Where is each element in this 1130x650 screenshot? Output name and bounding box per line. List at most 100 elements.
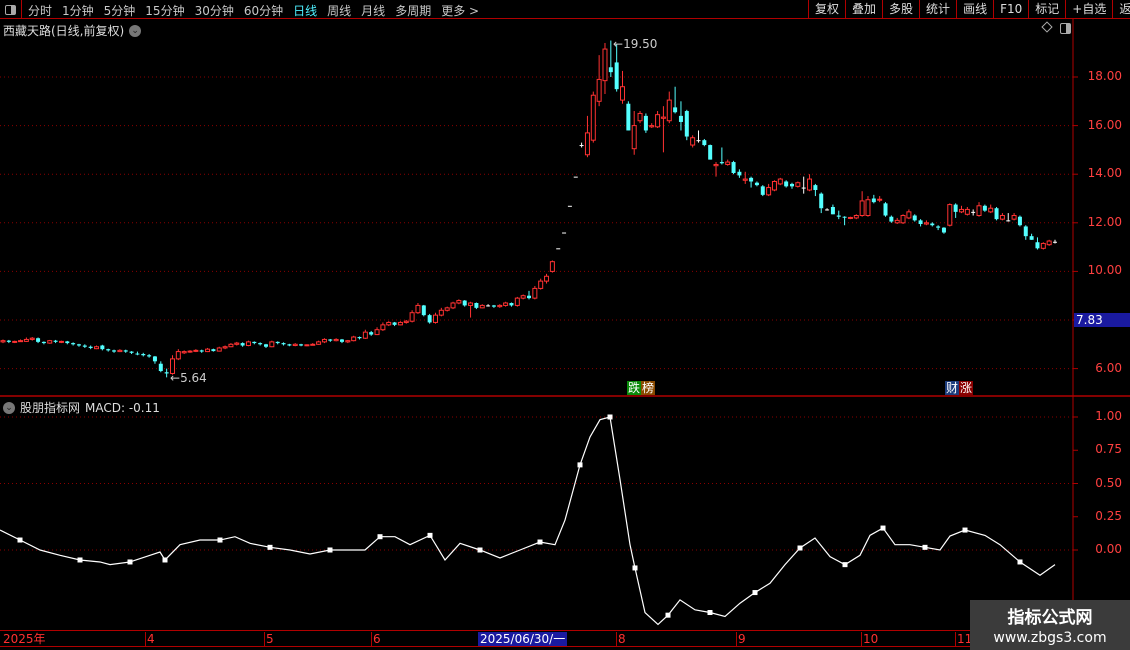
candle-body-up: [847, 216, 853, 219]
period-tab[interactable]: 多周期: [395, 4, 432, 18]
candle-body-down: [760, 186, 765, 195]
chevron-down-icon[interactable]: ⌄: [129, 24, 142, 37]
candle-body-down: [141, 354, 146, 356]
candle-body-down: [719, 162, 724, 164]
candle-body-up: [520, 295, 526, 299]
time-label: 9: [736, 632, 746, 647]
candle-body-down: [199, 350, 204, 352]
candle-body-down: [994, 208, 999, 220]
toolbar-button[interactable]: 统计: [919, 0, 956, 19]
candle-body-up: [503, 302, 509, 306]
macd-marker: [962, 527, 968, 533]
candle-body-up: [304, 344, 310, 347]
candle-body-down: [790, 183, 794, 187]
candle-body-down: [164, 372, 169, 374]
candle-body-up: [380, 324, 386, 331]
signal-badge[interactable]: 财涨: [945, 381, 974, 395]
period-tab[interactable]: 月线: [361, 4, 386, 18]
time-axis: 2025年 4 5 6 8 9 10 11 2025/06/30/一: [0, 630, 1130, 647]
signal-char: 跌: [627, 381, 642, 395]
candle-body-up: [397, 321, 403, 326]
candle-body-down: [369, 332, 374, 335]
candle-body-up: [409, 312, 415, 322]
candle-body-up: [1040, 242, 1046, 249]
macd-marker: [577, 462, 583, 468]
candle-body-down: [883, 203, 888, 216]
low-price-marker: ←5.64: [170, 371, 207, 385]
price-tick-label: 6.00: [1095, 360, 1122, 375]
candle-body-down: [421, 305, 426, 316]
candle-body-down: [643, 115, 648, 131]
toolbar-button[interactable]: 多股: [882, 0, 919, 19]
candle-body-down: [836, 215, 841, 217]
candle-body-down: [211, 349, 216, 352]
toolbar-button[interactable]: 叠加: [845, 0, 882, 19]
macd-tick-label: 1.00: [1095, 409, 1122, 423]
candle-body-down: [673, 107, 678, 113]
candle-body-up: [228, 343, 234, 348]
macd-marker: [127, 559, 133, 565]
candle-body-down: [135, 353, 140, 355]
candle-body-down: [36, 338, 41, 342]
macd-marker: [217, 537, 223, 543]
macd-marker: [377, 534, 383, 540]
candle-body-down: [427, 315, 432, 323]
toolbar-button[interactable]: +自选: [1065, 0, 1112, 19]
candle-body-flat: [971, 211, 976, 213]
signal-char: 财: [945, 381, 960, 395]
candle-body-up: [964, 208, 970, 215]
candle-body-down: [287, 344, 292, 346]
period-tab[interactable]: 60分钟: [243, 4, 284, 18]
macd-marker: [162, 557, 168, 563]
candle-body-up: [877, 198, 883, 201]
chart-title: 西藏天路(日线,前复权) ⌄: [3, 22, 142, 39]
chevron-down-icon[interactable]: ⌄: [3, 401, 15, 414]
stock-title: 西藏天路(日线,前复权): [3, 24, 125, 38]
indicator-name[interactable]: 股朋指标网: [20, 401, 81, 415]
toolbar-button[interactable]: F10: [993, 0, 1028, 19]
candle-body-up: [1046, 240, 1052, 246]
indicator-value: MACD: -0.11: [85, 400, 160, 415]
toolbar-button[interactable]: 标记: [1028, 0, 1065, 19]
period-tab[interactable]: 15分钟: [145, 4, 185, 18]
candle-body-up: [292, 343, 298, 347]
period-tab[interactable]: 日线: [293, 4, 318, 18]
period-tab[interactable]: 周线: [327, 4, 352, 18]
candle-body-down: [264, 344, 268, 347]
panel-toggle-icon[interactable]: [1060, 23, 1071, 34]
period-tab[interactable]: 5分钟: [103, 4, 136, 18]
candle-body-up: [497, 304, 503, 308]
candle-body-down: [731, 162, 736, 173]
candle-body-down: [702, 140, 707, 146]
candle-body-up: [386, 321, 392, 326]
candle-body-down: [1023, 226, 1028, 237]
period-tab[interactable]: 30分钟: [194, 4, 234, 18]
candle-body-up: [900, 215, 906, 224]
candle-body-up: [117, 349, 123, 353]
candle-body-up: [245, 341, 251, 347]
macd-marker: [632, 565, 638, 571]
candle-body-up: [175, 351, 181, 360]
candle-body-down: [527, 295, 531, 299]
period-tab[interactable]: 分时: [28, 4, 53, 18]
period-tab[interactable]: 1分钟: [62, 4, 94, 18]
candle-body-down: [953, 204, 958, 212]
candle-body-up: [23, 338, 29, 342]
candle-body-down: [678, 115, 683, 122]
candle-body-up: [187, 350, 193, 353]
candle-body-up: [725, 161, 731, 165]
candle-body-up: [169, 358, 175, 374]
period-tabs: 分时 1分钟 5分钟 15分钟 30分钟 60分钟 日线 周线 月线 多周期 更多 >: [28, 2, 479, 19]
candle-body-up: [660, 116, 666, 119]
candle-body-up: [374, 329, 380, 336]
toolbar-button[interactable]: 返回: [1112, 0, 1130, 19]
toolbar-button[interactable]: 画线: [956, 0, 993, 19]
signal-badge[interactable]: 跌榜: [627, 381, 656, 395]
candle-body-down: [100, 345, 105, 350]
macd-marker: [267, 544, 273, 550]
candle-body-up: [795, 182, 801, 187]
sidebar-toggle-icon[interactable]: [0, 0, 22, 19]
toolbar-button[interactable]: 复权: [808, 0, 845, 19]
period-tab[interactable]: 更多 >: [441, 4, 480, 18]
